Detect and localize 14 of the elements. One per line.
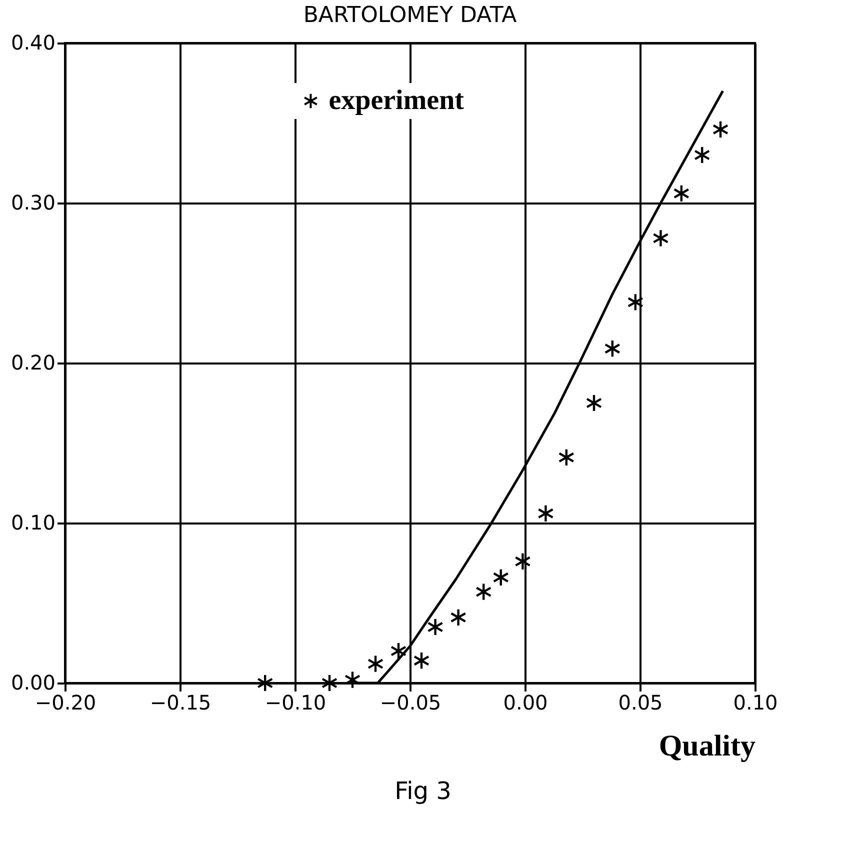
x-tick-label: 0.10 — [733, 690, 778, 714]
chart-title: BARTOLOMEY DATA — [303, 3, 517, 28]
x-tick-label: −0.10 — [264, 690, 326, 714]
x-axis-title: Quality — [658, 730, 756, 762]
x-tick-label: 0.00 — [503, 690, 548, 714]
x-tick-label: 0.05 — [618, 690, 663, 714]
y-tick-label: 0.40 — [10, 30, 56, 54]
x-tick-label: −0.05 — [380, 690, 442, 714]
y-tick-label: 0.10 — [10, 510, 56, 534]
y-tick-label: 0.20 — [10, 350, 56, 374]
caption: Fig 3 — [394, 777, 452, 805]
legend-label: experiment — [328, 85, 465, 116]
x-tick-label: −0.15 — [150, 690, 212, 714]
y-tick-label: 0.30 — [10, 190, 56, 214]
